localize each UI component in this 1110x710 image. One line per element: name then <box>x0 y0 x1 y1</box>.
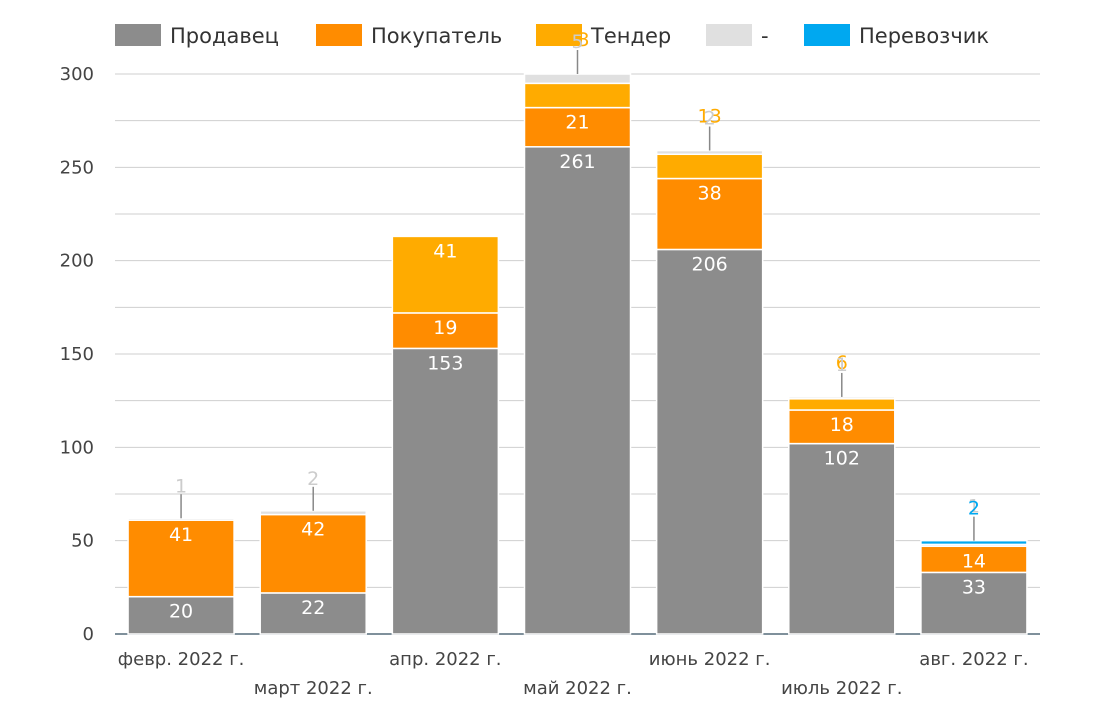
y-axis: 0 50 100 150 200 250 300 <box>60 64 94 645</box>
data-label-покупатель-6: 14 <box>962 550 986 572</box>
y-tick-label: 300 <box>60 64 94 85</box>
legend-label-продавец: Продавец <box>170 24 279 48</box>
bar-покупатель-6 <box>920 545 1028 574</box>
bar-dash-0 <box>127 517 235 521</box>
bar-dash-5 <box>788 396 896 400</box>
x-tick-label: май 2022 г. <box>523 678 632 699</box>
bar-dash-1 <box>259 510 367 516</box>
y-tick-label: 0 <box>83 624 94 645</box>
data-label-продавец-1: 22 <box>301 597 325 619</box>
callout-label-dash-5: 1 <box>836 354 848 376</box>
bar-тендер-4 <box>655 153 764 180</box>
data-label-продавец-2: 153 <box>427 352 463 374</box>
x-tick-label: февр. 2022 г. <box>118 649 245 670</box>
data-label-покупатель-3: 21 <box>565 112 589 134</box>
bar-dash-3 <box>523 73 632 85</box>
legend: Продавец Покупатель Тендер - Перевозчик <box>115 24 989 48</box>
legend-swatch-dash <box>706 24 752 46</box>
callout-label-dash-0: 1 <box>175 475 187 497</box>
x-tick-label: апр. 2022 г. <box>389 649 501 670</box>
data-label-продавец-6: 33 <box>962 576 986 598</box>
y-tick-label: 50 <box>71 531 94 552</box>
legend-swatch-тендер <box>536 24 582 46</box>
bar-продавец-4 <box>655 248 764 635</box>
y-tick-label: 250 <box>60 157 94 178</box>
bar-тендер-3 <box>523 82 632 109</box>
legend-swatch-покупатель <box>316 24 362 46</box>
x-axis: февр. 2022 г. март 2022 г. апр. 2022 г. май… <box>118 649 1029 699</box>
callout-label-dash-4: 2 <box>704 108 716 130</box>
x-tick-label: июнь 2022 г. <box>649 649 771 670</box>
legend-label-перевозчик: Перевозчик <box>859 24 989 48</box>
legend-swatch-продавец <box>115 24 161 46</box>
data-label-тендер-2: 41 <box>433 240 457 262</box>
x-tick-label: март 2022 г. <box>254 678 373 699</box>
bar-продавец-1 <box>259 592 367 635</box>
y-tick-label: 100 <box>60 437 94 458</box>
legend-label-dash: - <box>761 24 769 48</box>
data-label-продавец-0: 20 <box>169 601 193 623</box>
bars: 2041122422153194126121135206381321021861… <box>127 29 1028 635</box>
bar-продавец-5 <box>788 442 896 635</box>
data-label-продавец-3: 261 <box>559 151 595 173</box>
data-label-покупатель-2: 19 <box>433 317 457 339</box>
bar-тендер-5 <box>788 398 896 411</box>
y-tick-label: 200 <box>60 251 94 272</box>
bar-покупатель-5 <box>788 409 896 445</box>
data-label-продавец-4: 206 <box>692 253 728 275</box>
bar-продавец-2 <box>391 347 500 635</box>
bar-продавец-0 <box>127 595 235 635</box>
legend-label-тендер: Тендер <box>590 24 671 48</box>
data-label-покупатель-0: 41 <box>169 524 193 546</box>
bar-перевозчик-6 <box>920 539 1028 546</box>
data-label-покупатель-1: 42 <box>301 519 325 541</box>
callout-label-тендер-5: 6 <box>836 352 848 374</box>
data-label-покупатель-5: 18 <box>830 414 854 436</box>
bar-покупатель-4 <box>655 177 764 251</box>
x-tick-label: авг. 2022 г. <box>919 649 1028 670</box>
bar-покупатель-3 <box>523 106 632 148</box>
callout-label-перевозчик-6: 2 <box>968 498 980 520</box>
callout-label-тендер-4: 13 <box>698 106 722 128</box>
y-tick-label: 150 <box>60 344 94 365</box>
bar-продавец-6 <box>920 571 1028 635</box>
callout-label-тендер-3: 13 <box>565 29 589 51</box>
x-tick-label: июль 2022 г. <box>781 678 902 699</box>
bar-тендер-2 <box>391 235 500 314</box>
data-label-продавец-5: 102 <box>824 448 860 470</box>
callout-label-dash-6: 1 <box>968 496 980 518</box>
data-label-покупатель-4: 38 <box>698 183 722 205</box>
legend-label-покупатель: Покупатель <box>371 24 502 48</box>
callout-label-dash-1: 2 <box>307 468 319 490</box>
bar-dash-4 <box>655 149 764 156</box>
bar-покупатель-1 <box>259 513 367 594</box>
bar-продавец-3 <box>523 146 632 635</box>
legend-swatch-перевозчик <box>804 24 850 46</box>
callout-label-dash-3: 5 <box>571 31 583 53</box>
